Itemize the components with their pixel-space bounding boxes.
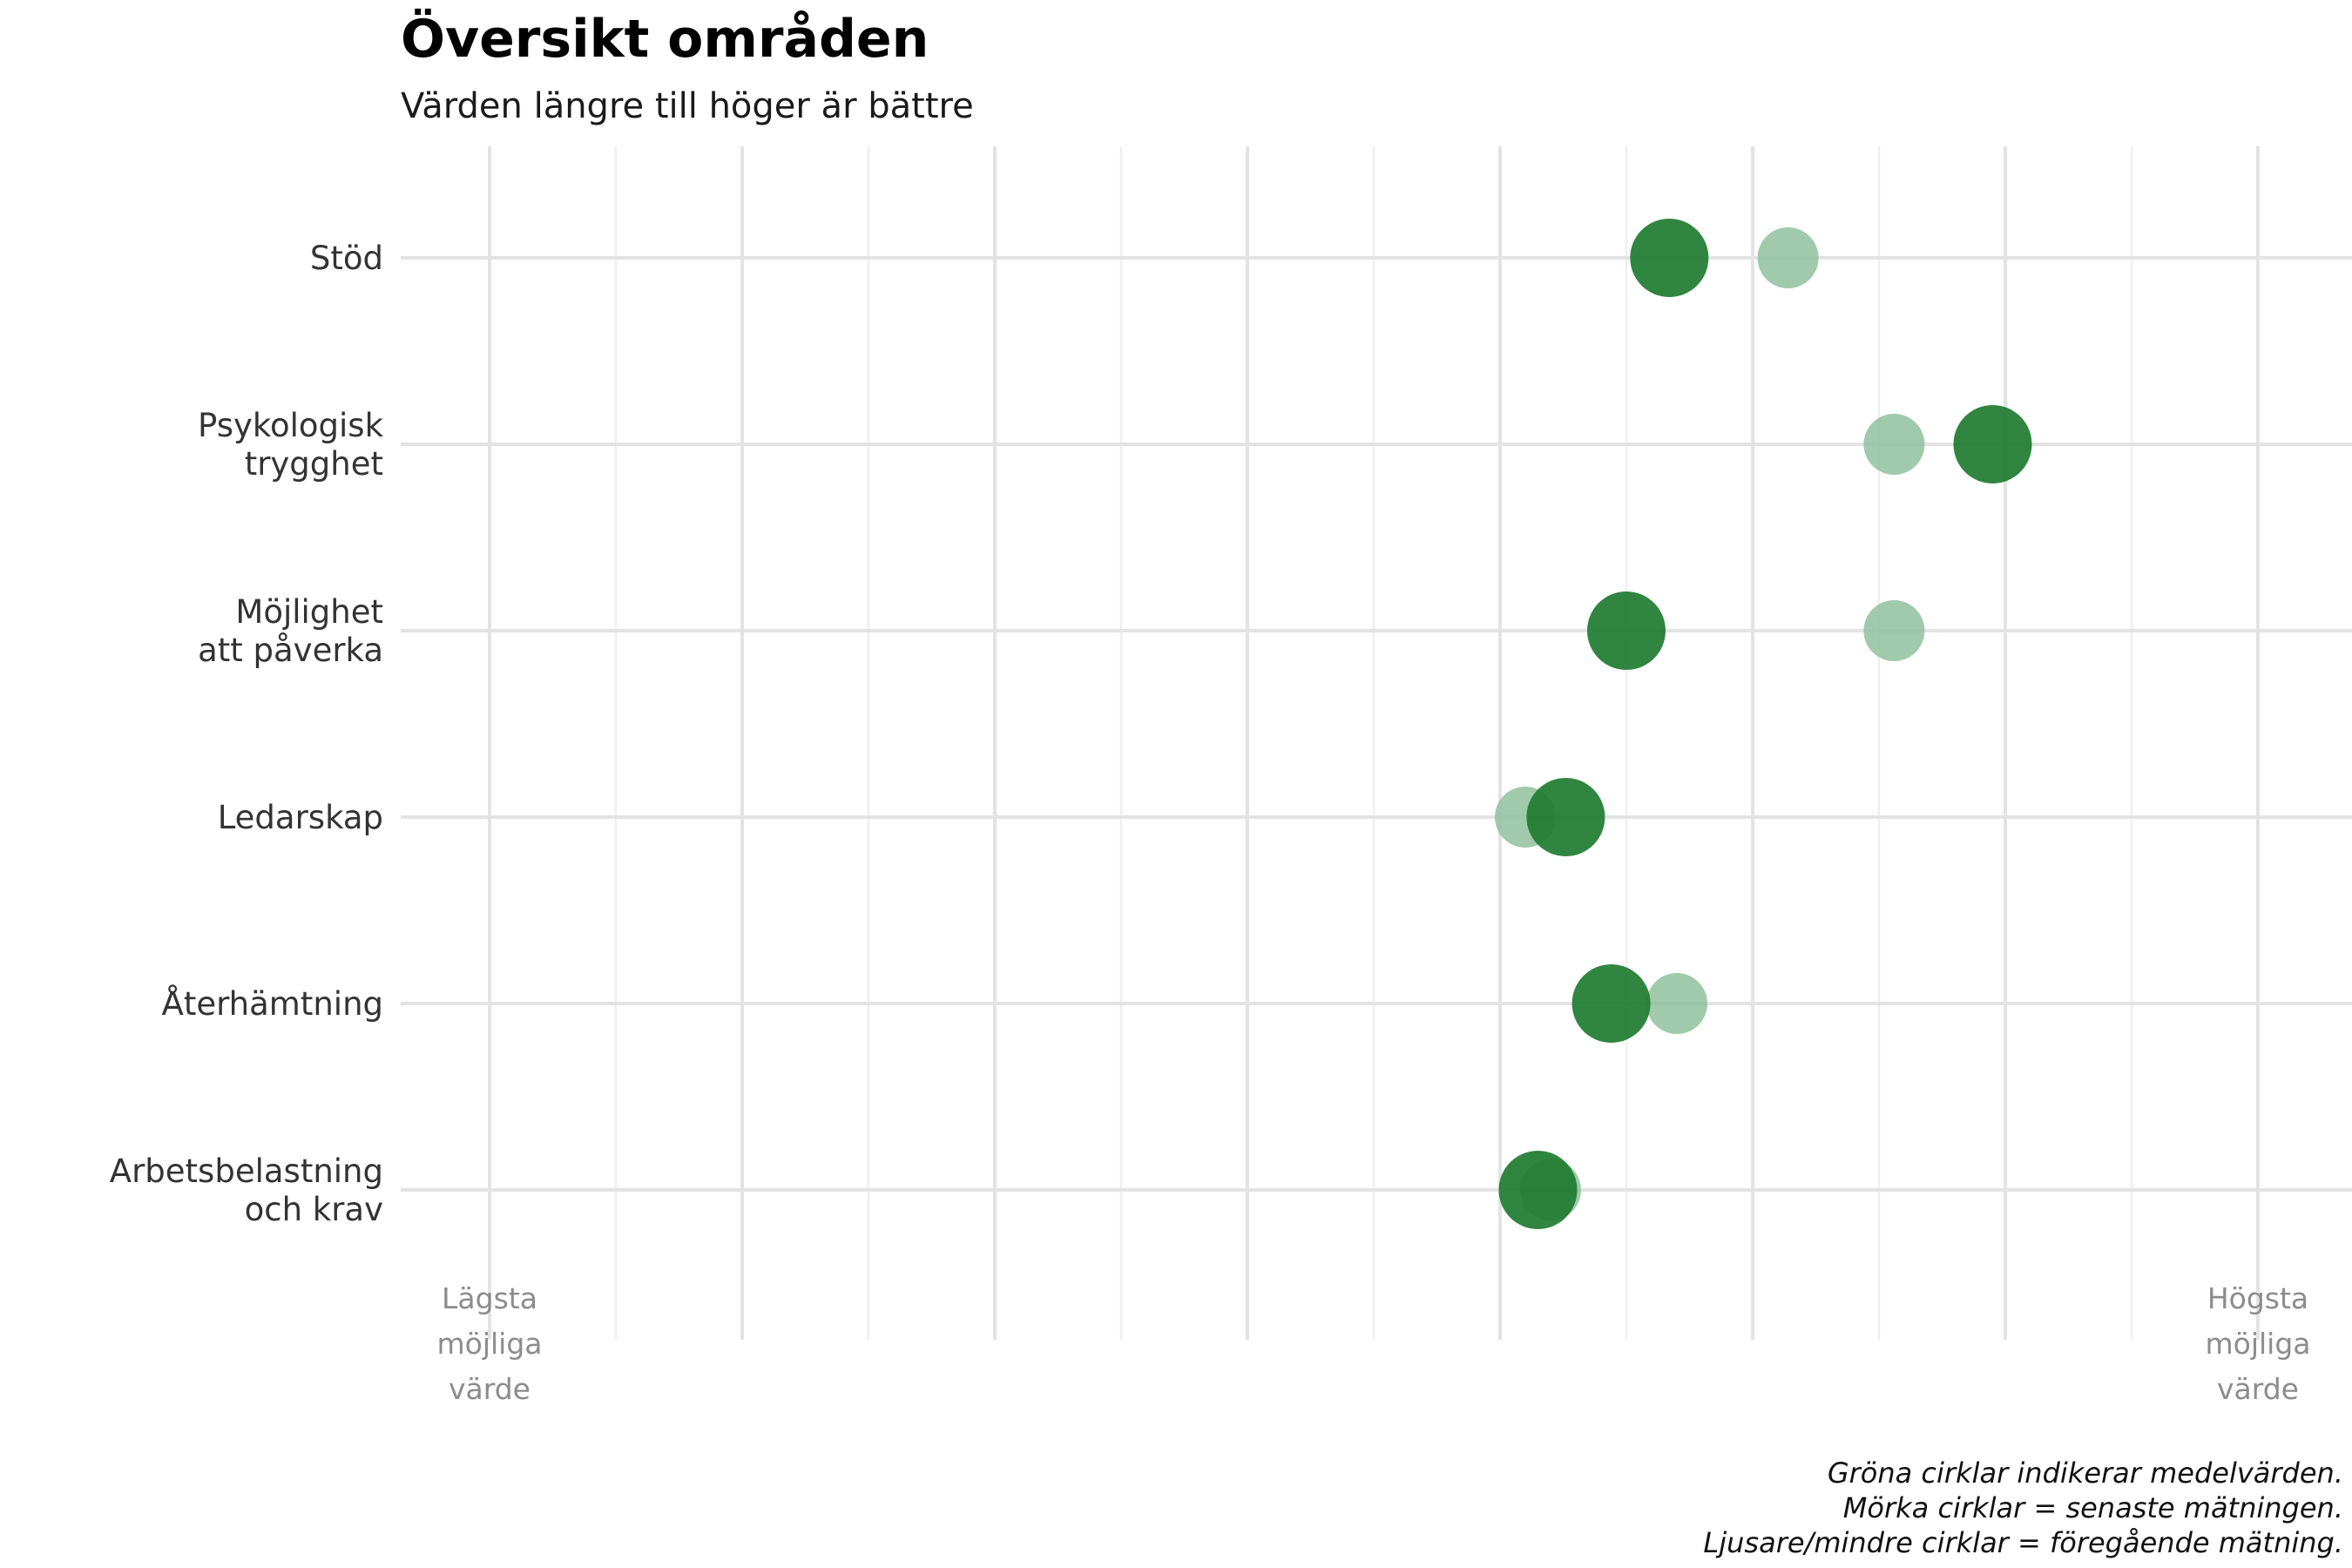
category-label-line: Stöd xyxy=(310,240,383,277)
latest-measurement-dot xyxy=(1953,405,2032,483)
chart-title: Översikt områden xyxy=(401,8,929,70)
grid-lines xyxy=(488,146,2260,1340)
category-label: Återhämtning xyxy=(162,984,383,1023)
category-label-line: trygghet xyxy=(245,445,383,483)
chart-caption: Gröna cirklar indikerar medelvärden.Mörk… xyxy=(1703,1456,2343,1559)
caption-line: Gröna cirklar indikerar medelvärden. xyxy=(1828,1456,2343,1490)
category-label-line: Möjlighet xyxy=(235,593,383,631)
axis-end-labels: Lägsta möjliga värde Högsta möjliga värde xyxy=(436,1281,2310,1406)
latest-measurement-dot xyxy=(1587,591,1666,670)
category-label-line: Psykologisk xyxy=(198,407,384,444)
category-label-line: Ledarskap xyxy=(218,799,383,836)
axis-end-label-line: Lägsta xyxy=(442,1281,537,1315)
axis-end-label-line: värde xyxy=(449,1372,531,1406)
category-label: Psykologisk trygghet xyxy=(198,407,384,483)
category-label: Stöd xyxy=(310,240,383,277)
axis-min-label: Lägsta möjliga värde xyxy=(436,1281,542,1406)
caption-line: Mörka cirklar = senaste mätningen. xyxy=(1843,1491,2343,1524)
previous-measurement-dot xyxy=(1757,227,1819,288)
category-label: Arbetsbelastning och krav xyxy=(110,1152,383,1228)
category-rows xyxy=(401,256,2352,1192)
category-label-line: Återhämtning xyxy=(162,984,383,1023)
category-label: Ledarskap xyxy=(218,799,383,836)
chart-subtitle: Värden längre till höger är bättre xyxy=(401,86,974,126)
axis-end-label-line: möjliga xyxy=(436,1327,542,1361)
category-label: Möjlighet att påverka xyxy=(198,593,383,669)
latest-measurement-dot xyxy=(1498,1151,1578,1229)
axis-end-label-line: möjliga xyxy=(2205,1327,2310,1361)
axis-end-label-line: Högsta xyxy=(2207,1281,2308,1315)
latest-measurement-dot xyxy=(1571,964,1651,1043)
latest-measurement-dot xyxy=(1526,778,1605,856)
axis-end-label-line: värde xyxy=(2217,1372,2299,1406)
previous-measurement-dot xyxy=(1646,973,1707,1034)
previous-measurement-dot xyxy=(1863,600,1925,661)
latest-measurement-dot xyxy=(1630,219,1709,297)
data-points xyxy=(1495,219,2032,1229)
previous-measurement-dot xyxy=(1863,414,1925,475)
axis-max-label: Högsta möjliga värde xyxy=(2205,1281,2310,1406)
category-labels: Stöd Psykologisk trygghet Möjlighet att påve… xyxy=(110,240,384,1228)
category-label-line: att påverka xyxy=(198,632,383,669)
caption-line: Ljusare/mindre cirklar = föregående mätn… xyxy=(1703,1526,2343,1559)
category-label-line: och krav xyxy=(245,1191,383,1228)
category-label-line: Arbetsbelastning xyxy=(110,1152,383,1190)
